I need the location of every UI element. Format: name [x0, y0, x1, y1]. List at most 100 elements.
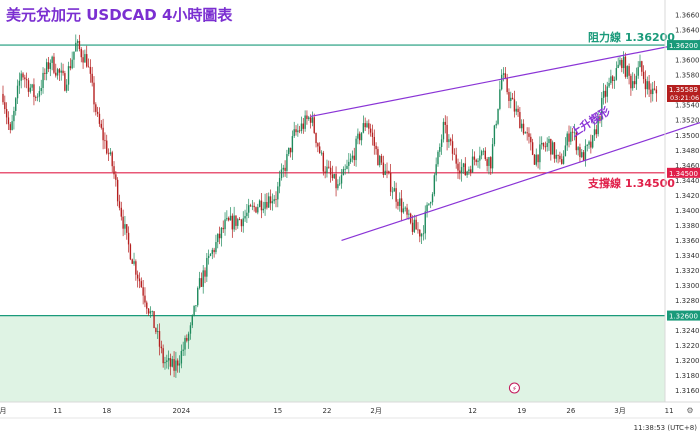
candle-body	[11, 121, 13, 131]
candle-body	[550, 139, 552, 155]
candle-body	[288, 147, 290, 155]
candle-body	[599, 116, 601, 120]
candle-body	[109, 152, 112, 155]
candle-body	[89, 67, 92, 74]
candle-body	[591, 135, 594, 148]
candle-body	[93, 82, 95, 105]
candle-body	[124, 224, 126, 229]
candle-body	[329, 167, 332, 175]
candle-body	[98, 113, 101, 124]
x-tick-label: 11	[665, 407, 674, 415]
y-tick-label: 1.33000	[675, 282, 700, 290]
candle-body	[135, 261, 137, 275]
candle-body	[280, 169, 283, 179]
candle-body	[160, 346, 163, 349]
candle-body	[311, 117, 314, 123]
candle-body	[577, 147, 579, 151]
candle-body	[286, 154, 288, 171]
candle-body	[308, 117, 310, 119]
candle-body	[120, 207, 122, 217]
candle-body	[335, 174, 337, 189]
candle-body	[218, 233, 221, 239]
candle-body	[320, 152, 323, 154]
candle-body	[419, 229, 421, 237]
candle-body	[464, 163, 466, 176]
candle-body	[58, 69, 61, 73]
candle-body	[162, 348, 164, 364]
candle-body	[326, 166, 328, 174]
candle-body	[535, 154, 537, 165]
candle-body	[359, 133, 361, 141]
candle-body	[5, 109, 8, 118]
candle-body	[126, 224, 128, 233]
candle-body	[18, 80, 21, 86]
y-tick-label: 1.35800	[675, 72, 700, 80]
y-tick-label: 1.32400	[675, 327, 700, 335]
candle-body	[273, 199, 275, 202]
x-tick-label: 19	[517, 407, 526, 415]
candle-body	[253, 205, 255, 208]
candle-body	[84, 54, 86, 63]
candle-body	[47, 62, 50, 69]
candle-body	[486, 159, 488, 166]
candle-body	[517, 108, 519, 113]
candle-body	[420, 233, 423, 237]
candle-body	[451, 141, 454, 154]
candle-body	[433, 175, 436, 195]
candle-body	[206, 257, 208, 277]
candle-body	[244, 216, 246, 219]
candle-body	[622, 56, 625, 69]
candle-body	[158, 331, 161, 347]
y-tick-label: 1.32200	[675, 342, 700, 350]
candle-body	[191, 315, 193, 326]
support-zone	[0, 315, 665, 402]
candle-body	[246, 212, 248, 217]
candle-body	[604, 90, 607, 97]
candle-body	[541, 142, 543, 145]
candle-body	[424, 211, 426, 234]
candle-body	[344, 168, 346, 170]
lightning-icon[interactable]	[508, 382, 520, 394]
candle-body	[217, 233, 219, 243]
candle-body	[484, 150, 486, 160]
candle-body	[633, 81, 636, 85]
y-tick-label: 1.33400	[675, 252, 700, 260]
candle-body	[612, 76, 614, 81]
candle-body	[187, 333, 190, 341]
candle-body	[197, 287, 199, 306]
candle-body	[184, 337, 186, 350]
candle-body	[322, 152, 325, 172]
candle-body	[508, 92, 510, 101]
candle-body	[75, 42, 77, 52]
candle-body	[248, 205, 250, 213]
candle-body	[595, 129, 598, 135]
candle-body	[473, 156, 476, 160]
candle-body	[122, 216, 124, 229]
candle-body	[521, 123, 523, 129]
candle-body	[628, 66, 630, 76]
candle-body	[339, 183, 341, 185]
candle-body	[140, 281, 143, 288]
candle-body	[318, 146, 321, 153]
candle-body	[471, 156, 474, 173]
candle-body	[588, 141, 590, 145]
candle-body	[91, 73, 93, 83]
candle-body	[2, 93, 4, 103]
candle-body	[375, 145, 377, 150]
candle-body	[295, 129, 297, 133]
candle-body	[619, 60, 621, 65]
candle-body	[209, 253, 212, 256]
candle-body	[397, 201, 399, 206]
candle-body	[519, 112, 521, 129]
candle-body	[373, 136, 375, 146]
resistance-price-tag	[667, 40, 700, 51]
candle-body	[142, 287, 144, 296]
candle-body	[566, 133, 568, 146]
candle-body	[455, 154, 457, 164]
candle-body	[38, 91, 41, 97]
candle-body	[220, 227, 223, 239]
candle-body	[491, 144, 494, 169]
candle-body	[127, 232, 130, 245]
candle-body	[364, 123, 366, 128]
